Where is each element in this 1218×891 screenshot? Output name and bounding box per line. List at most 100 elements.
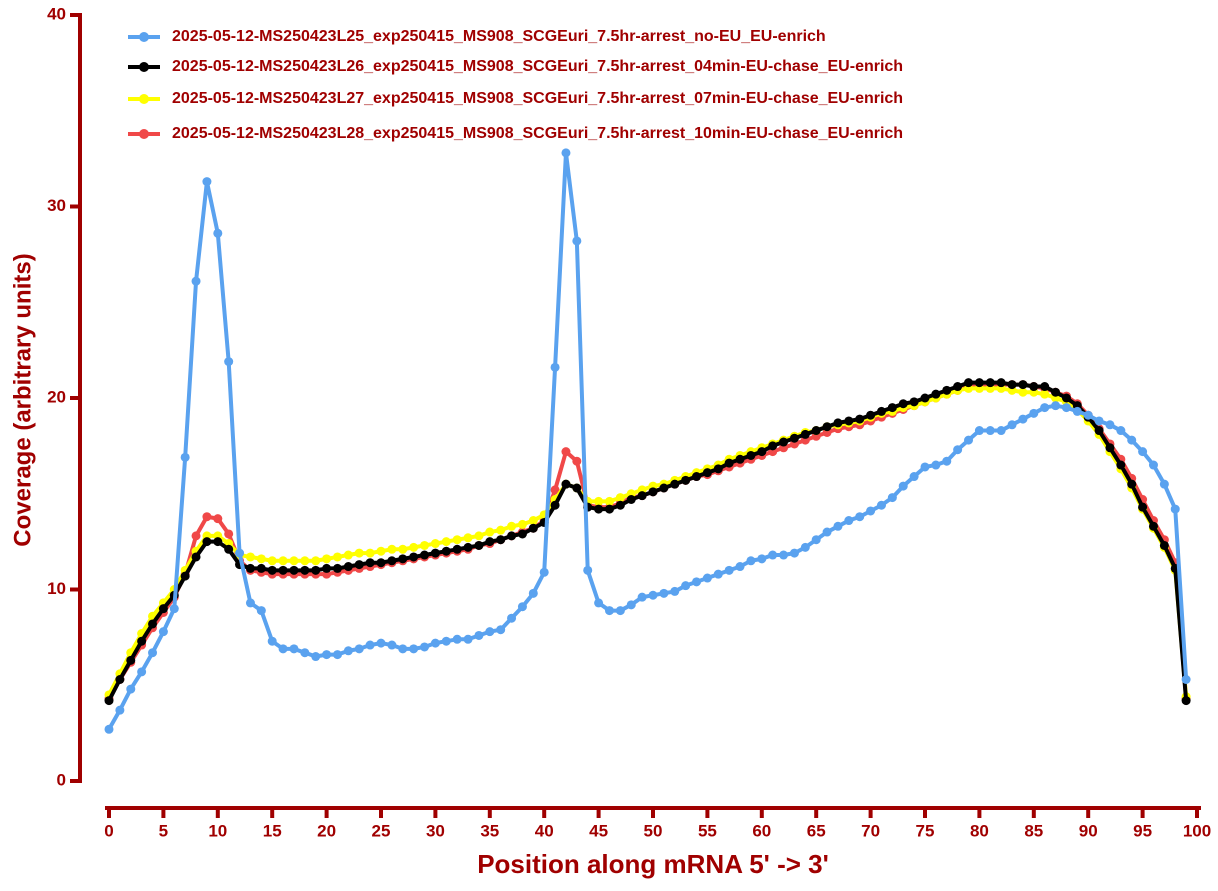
y-axis-title: Coverage (arbitrary units) xyxy=(9,253,36,546)
data-point xyxy=(278,556,288,566)
data-point xyxy=(1018,414,1028,424)
data-point xyxy=(539,567,549,577)
data-point xyxy=(996,426,1006,436)
data-point xyxy=(1051,401,1061,411)
x-tick-label: 30 xyxy=(426,821,445,840)
data-point xyxy=(528,588,538,598)
data-point xyxy=(942,456,952,466)
data-point xyxy=(420,642,430,652)
data-point xyxy=(909,397,919,407)
data-point xyxy=(594,504,604,514)
data-point xyxy=(409,552,419,562)
data-point xyxy=(713,464,723,474)
data-point xyxy=(517,519,527,529)
data-point xyxy=(528,523,538,533)
data-point xyxy=(920,393,930,403)
data-point xyxy=(1105,443,1115,453)
data-point xyxy=(659,483,669,493)
data-point xyxy=(898,399,908,409)
data-point xyxy=(224,529,234,539)
data-point xyxy=(1116,460,1126,470)
data-point xyxy=(1040,389,1050,399)
data-point xyxy=(779,437,789,447)
y-tick-label: 40 xyxy=(47,4,66,23)
data-point xyxy=(365,558,375,568)
data-point xyxy=(126,655,136,665)
y-tick-label: 0 xyxy=(57,770,66,789)
data-point xyxy=(235,548,245,558)
data-point xyxy=(1029,408,1039,418)
data-point xyxy=(724,565,734,575)
data-point xyxy=(409,542,419,552)
data-point xyxy=(789,548,799,558)
data-point xyxy=(137,667,147,677)
data-point xyxy=(278,644,288,654)
data-point xyxy=(1083,410,1093,420)
data-point xyxy=(311,556,321,566)
x-tick-label: 25 xyxy=(372,821,391,840)
data-point xyxy=(104,696,114,706)
data-point xyxy=(1127,435,1137,445)
x-tick-label: 65 xyxy=(807,821,826,840)
data-point xyxy=(104,724,114,734)
data-point xyxy=(681,581,691,591)
data-point xyxy=(115,675,125,685)
data-point xyxy=(855,414,865,424)
data-point xyxy=(757,447,767,457)
data-point xyxy=(942,385,952,395)
data-point xyxy=(474,531,484,541)
data-point xyxy=(789,433,799,443)
x-tick-label: 95 xyxy=(1133,821,1152,840)
data-point xyxy=(452,535,462,545)
data-point xyxy=(811,535,821,545)
data-point xyxy=(1105,420,1115,430)
data-point xyxy=(909,472,919,482)
data-point xyxy=(148,619,158,629)
data-point xyxy=(561,479,571,489)
legend-label: 2025-05-12-MS250423L26_exp250415_MS908_S… xyxy=(172,58,903,75)
data-point xyxy=(1029,382,1039,392)
data-point xyxy=(1116,426,1126,436)
data-point xyxy=(300,565,310,575)
data-point xyxy=(866,410,876,420)
data-point xyxy=(1018,387,1028,397)
data-point xyxy=(409,644,419,654)
data-point xyxy=(289,556,299,566)
data-point xyxy=(387,544,397,554)
data-point xyxy=(692,577,702,587)
data-point xyxy=(376,558,386,568)
data-point xyxy=(1061,393,1071,403)
data-point xyxy=(833,418,843,428)
data-point xyxy=(332,552,342,562)
data-point xyxy=(343,550,353,560)
data-point xyxy=(517,529,527,539)
data-point xyxy=(1051,387,1061,397)
data-point xyxy=(528,516,538,526)
data-point xyxy=(866,506,876,516)
data-point xyxy=(256,563,266,573)
data-point xyxy=(496,525,506,535)
legend-marker xyxy=(139,94,149,104)
data-point xyxy=(550,485,560,495)
data-point xyxy=(507,613,517,623)
data-point xyxy=(724,458,734,468)
data-point xyxy=(931,460,941,470)
data-point xyxy=(735,454,745,464)
data-point xyxy=(158,604,168,614)
legend-marker xyxy=(139,62,149,72)
data-point xyxy=(648,487,658,497)
legend-label: 2025-05-12-MS250423L28_exp250415_MS908_S… xyxy=(172,125,903,142)
x-tick-label: 90 xyxy=(1079,821,1098,840)
data-point xyxy=(191,276,201,286)
data-point xyxy=(550,362,560,372)
x-tick-label: 0 xyxy=(104,821,113,840)
data-point xyxy=(158,627,168,637)
data-point xyxy=(583,565,593,575)
x-tick-label: 80 xyxy=(970,821,989,840)
x-tick-label: 35 xyxy=(480,821,499,840)
data-point xyxy=(1181,675,1191,685)
data-point xyxy=(354,548,364,558)
data-point xyxy=(1007,380,1017,390)
data-point xyxy=(332,650,342,660)
data-point xyxy=(365,640,375,650)
